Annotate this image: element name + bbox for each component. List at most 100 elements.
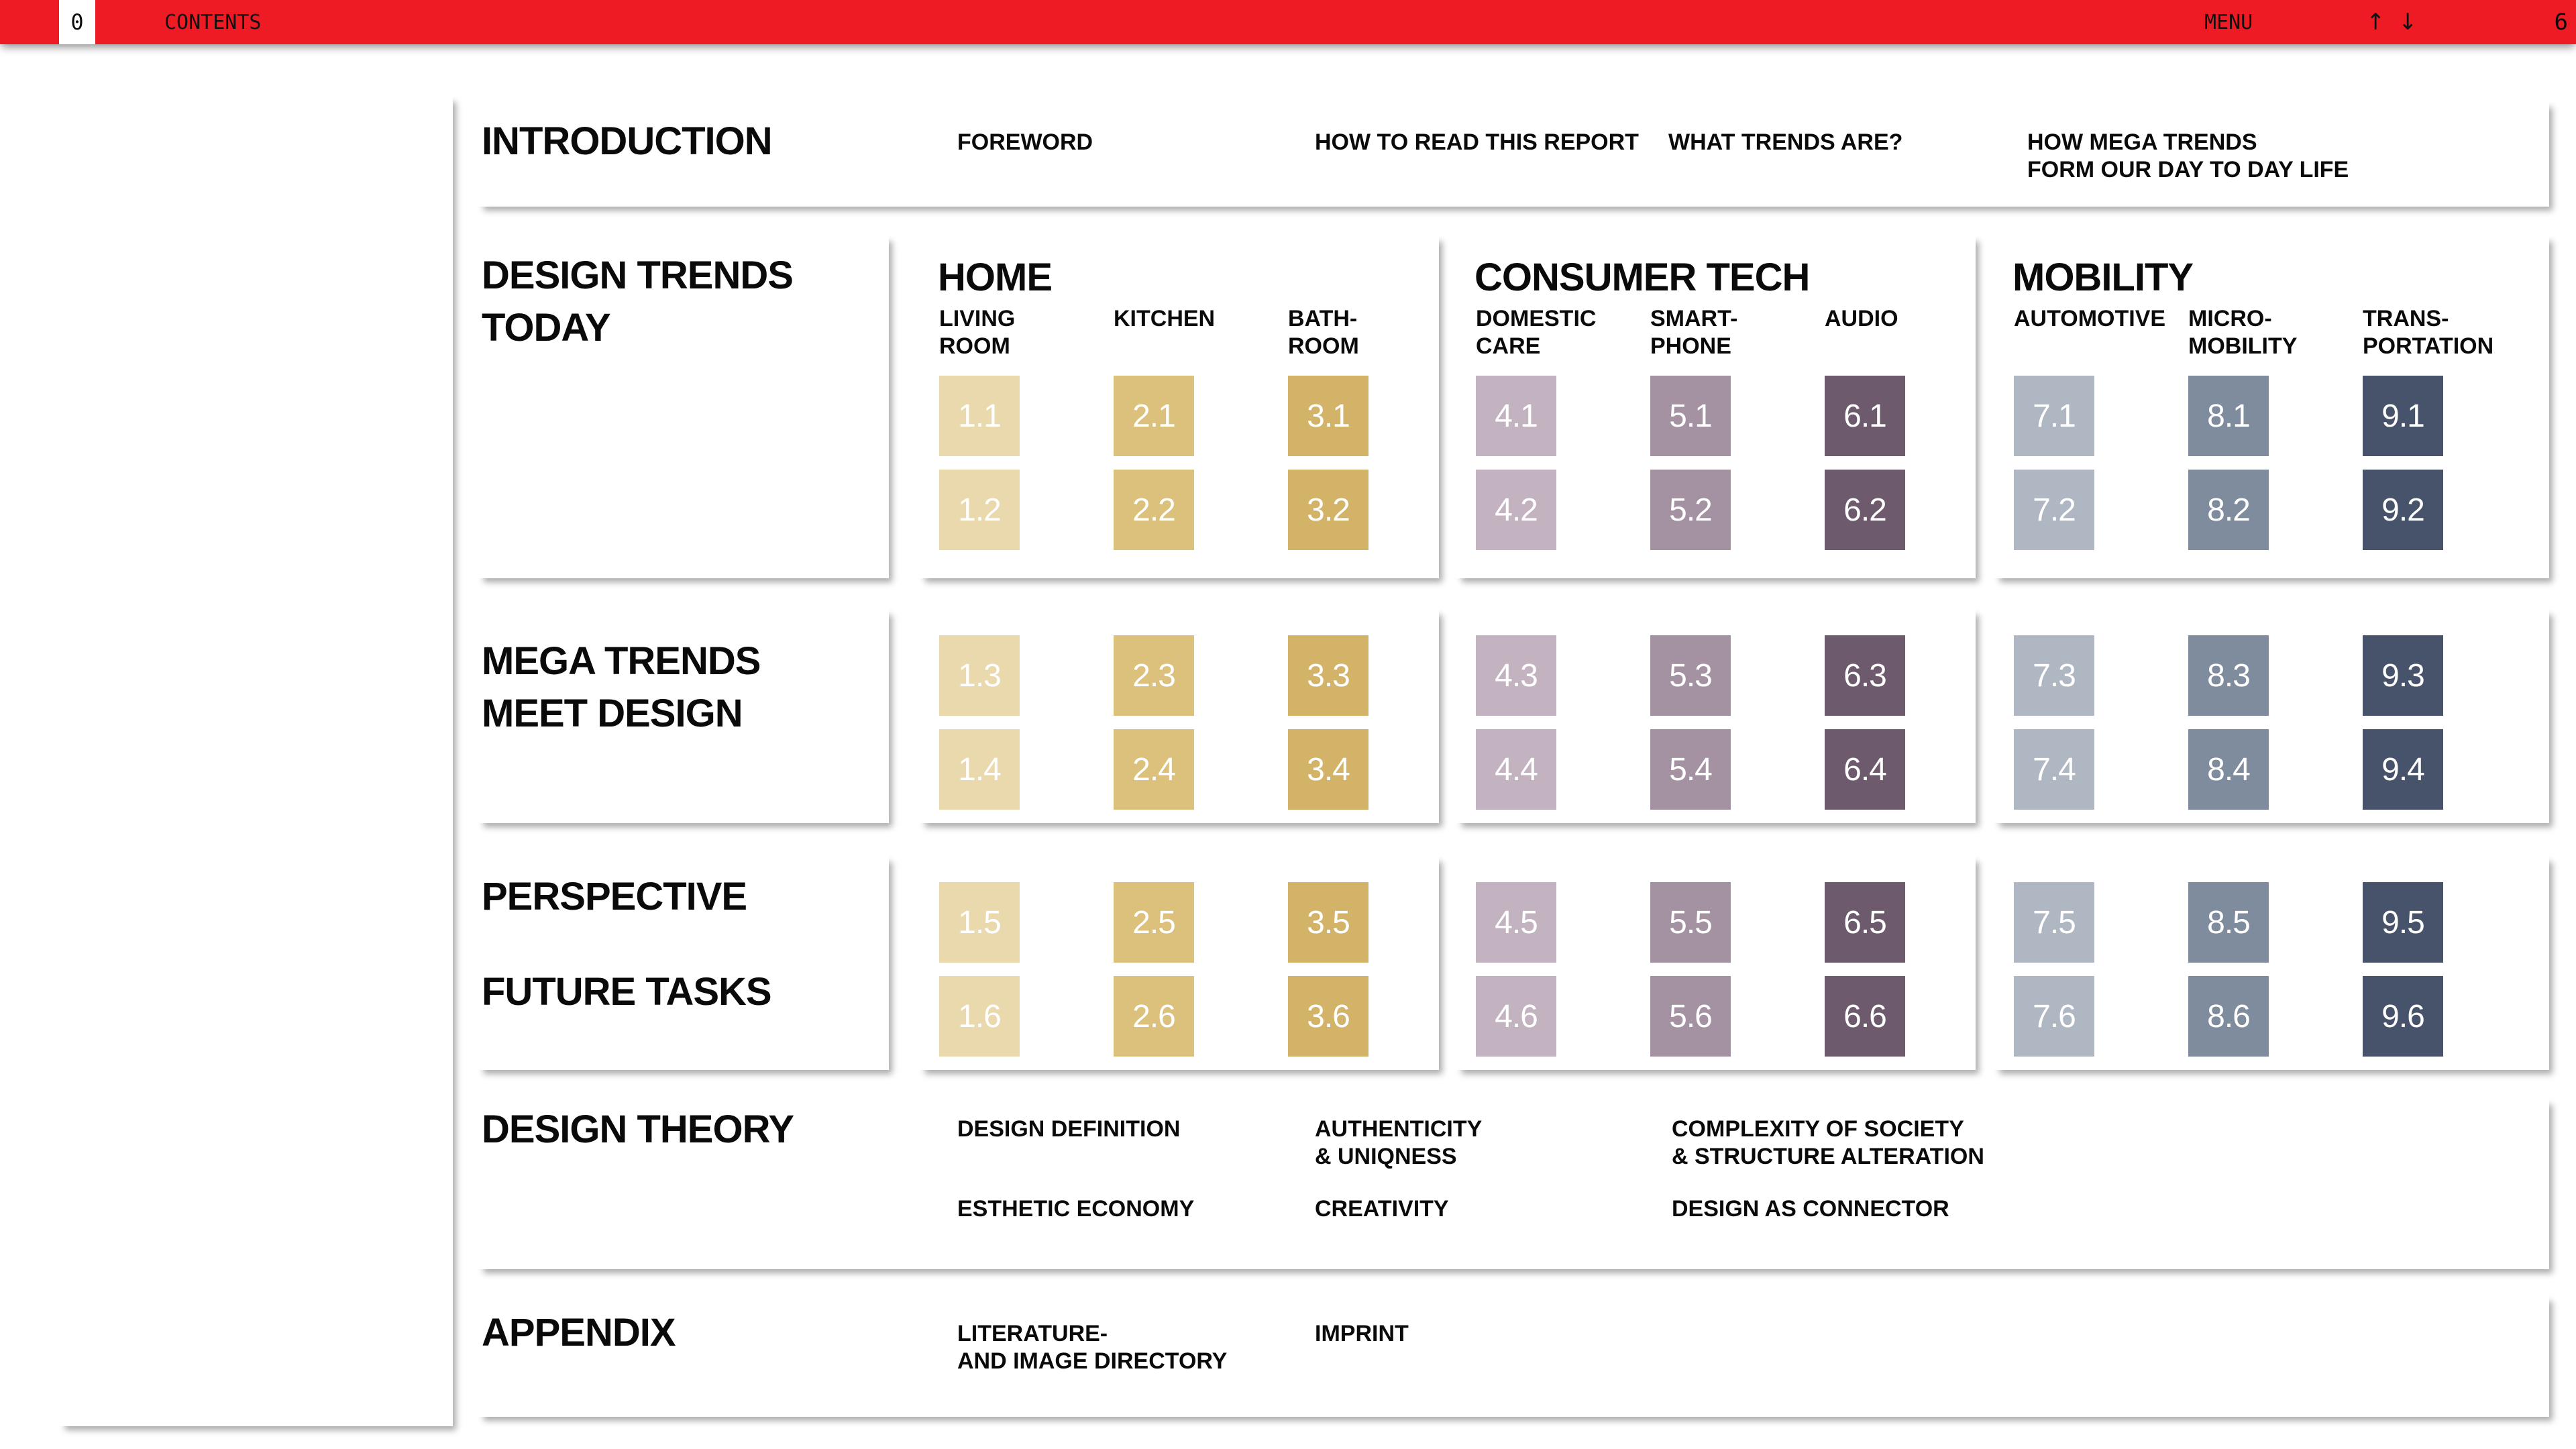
tile-5.2[interactable]: 5.2 [1650,470,1731,550]
tile-5.3[interactable]: 5.3 [1650,635,1731,716]
category-card-home: 1.3 2.3 3.3 1.4 2.4 3.4 [919,608,1439,823]
tile-6.5[interactable]: 6.5 [1825,882,1905,963]
theory-item-complexity-structure[interactable]: COMPLEXITY OF SOCIETY & STRUCTURE ALTERA… [1672,1116,1984,1169]
intro-item-mega-trends-life[interactable]: HOW MEGA TRENDS FORM OUR DAY TO DAY LIFE [2027,129,2349,182]
category-title: MOBILITY [2012,256,2194,299]
category-card-consumer-tech: CONSUMER TECH DOMESTIC CARE SMART- PHONE AU… [1456,235,1976,578]
section-design-theory: DESIGN THEORY DESIGN DEFINITION AUTHENTI… [478,1098,2549,1269]
tile-8.3[interactable]: 8.3 [2188,635,2269,716]
tile-2.5[interactable]: 2.5 [1114,882,1194,963]
column-label: TRANS- PORTATION [2363,306,2494,359]
category-card-mobility: 7.3 8.3 9.3 7.4 8.4 9.4 [1994,608,2549,823]
section-title: APPENDIX [482,1311,676,1354]
chapter-number-badge: 0 [59,0,95,44]
section-perspective-future-tasks: PERSPECTIVE FUTURE TASKS [478,855,889,1070]
tile-3.1[interactable]: 3.1 [1288,376,1368,456]
section-introduction: INTRODUCTION FOREWORD HOW TO READ THIS R… [478,101,2549,207]
tile-8.5[interactable]: 8.5 [2188,882,2269,963]
tile-3.2[interactable]: 3.2 [1288,470,1368,550]
section-design-trends-today: DESIGN TRENDS TODAY [478,235,889,578]
tile-2.4[interactable]: 2.4 [1114,729,1194,810]
arrow-down-icon[interactable]: ↓ [2398,9,2418,36]
tile-1.3[interactable]: 1.3 [939,635,1020,716]
theory-item-esthetic-economy[interactable]: ESTHETIC ECONOMY [957,1196,1195,1222]
tile-3.3[interactable]: 3.3 [1288,635,1368,716]
theory-item-creativity[interactable]: CREATIVITY [1315,1196,1449,1222]
tile-5.6[interactable]: 5.6 [1650,976,1731,1057]
tile-9.1[interactable]: 9.1 [2363,376,2443,456]
category-title: CONSUMER TECH [1474,256,1810,299]
tile-6.6[interactable]: 6.6 [1825,976,1905,1057]
column-label: AUTOMOTIVE [2014,306,2166,331]
section-appendix: APPENDIX LITERATURE- AND IMAGE DIRECTORY… [478,1295,2549,1417]
page-title: CONTENTS [164,10,262,34]
tile-7.6[interactable]: 7.6 [2014,976,2094,1057]
tile-7.5[interactable]: 7.5 [2014,882,2094,963]
column-label: KITCHEN [1114,306,1216,331]
tile-6.3[interactable]: 6.3 [1825,635,1905,716]
category-card-home: HOME LIVING ROOM KITCHEN BATH- ROOM 1.1 2.1 3.… [919,235,1439,578]
theory-item-design-definition[interactable]: DESIGN DEFINITION [957,1116,1181,1142]
column-label: SMART- PHONE [1650,306,1738,359]
tile-1.1[interactable]: 1.1 [939,376,1020,456]
tile-4.1[interactable]: 4.1 [1476,376,1556,456]
section-mega-trends-meet-design: MEGA TRENDS MEET DESIGN [478,608,889,823]
tile-1.4[interactable]: 1.4 [939,729,1020,810]
category-card-mobility: MOBILITY AUTOMOTIVE MICRO- MOBILITY TRANS- … [1994,235,2549,578]
tile-1.2[interactable]: 1.2 [939,470,1020,550]
tile-1.6[interactable]: 1.6 [939,976,1020,1057]
tile-7.3[interactable]: 7.3 [2014,635,2094,716]
tile-2.1[interactable]: 2.1 [1114,376,1194,456]
tile-7.2[interactable]: 7.2 [2014,470,2094,550]
intro-item-what-trends-are[interactable]: WHAT TRENDS ARE? [1668,129,1903,155]
tile-2.3[interactable]: 2.3 [1114,635,1194,716]
tile-5.1[interactable]: 5.1 [1650,376,1731,456]
tile-6.1[interactable]: 6.1 [1825,376,1905,456]
column-label: AUDIO [1825,306,1898,331]
tile-9.5[interactable]: 9.5 [2363,882,2443,963]
tile-9.4[interactable]: 9.4 [2363,729,2443,810]
tile-7.4[interactable]: 7.4 [2014,729,2094,810]
tile-7.1[interactable]: 7.1 [2014,376,2094,456]
tile-8.2[interactable]: 8.2 [2188,470,2269,550]
theory-item-design-as-connector[interactable]: DESIGN AS CONNECTOR [1672,1196,1949,1222]
tile-5.5[interactable]: 5.5 [1650,882,1731,963]
arrow-up-icon[interactable]: ↑ [2366,9,2385,36]
tile-2.2[interactable]: 2.2 [1114,470,1194,550]
intro-item-how-to-read[interactable]: HOW TO READ THIS REPORT [1315,129,1639,155]
tile-4.4[interactable]: 4.4 [1476,729,1556,810]
tile-4.5[interactable]: 4.5 [1476,882,1556,963]
tile-2.6[interactable]: 2.6 [1114,976,1194,1057]
tile-4.2[interactable]: 4.2 [1476,470,1556,550]
tile-8.6[interactable]: 8.6 [2188,976,2269,1057]
intro-item-foreword[interactable]: FOREWORD [957,129,1093,155]
tile-1.5[interactable]: 1.5 [939,882,1020,963]
column-label: BATH- ROOM [1288,306,1359,359]
tile-9.3[interactable]: 9.3 [2363,635,2443,716]
tile-4.3[interactable]: 4.3 [1476,635,1556,716]
tile-4.6[interactable]: 4.6 [1476,976,1556,1057]
header-bar: 0 CONTENTS MENU ↑ ↓ 6 [0,0,2576,44]
tile-6.2[interactable]: 6.2 [1825,470,1905,550]
tile-3.4[interactable]: 3.4 [1288,729,1368,810]
category-card-mobility: 7.5 8.5 9.5 7.6 8.6 9.6 [1994,855,2549,1070]
section-title: MEGA TRENDS MEET DESIGN [482,639,761,735]
column-label: MICRO- MOBILITY [2188,306,2298,359]
tile-3.5[interactable]: 3.5 [1288,882,1368,963]
theory-item-authenticity-uniqness[interactable]: AUTHENTICITY & UNIQNESS [1315,1116,1483,1169]
appendix-item-imprint[interactable]: IMPRINT [1315,1321,1409,1346]
tile-6.4[interactable]: 6.4 [1825,729,1905,810]
tile-3.6[interactable]: 3.6 [1288,976,1368,1057]
tile-9.2[interactable]: 9.2 [2363,470,2443,550]
menu-button[interactable]: MENU [2204,10,2253,34]
column-label: DOMESTIC CARE [1476,306,1597,359]
tile-5.4[interactable]: 5.4 [1650,729,1731,810]
tile-9.6[interactable]: 9.6 [2363,976,2443,1057]
tile-8.1[interactable]: 8.1 [2188,376,2269,456]
section-title-perspective: PERSPECTIVE [482,875,747,918]
page-number: 6 [2554,9,2568,36]
tile-8.4[interactable]: 8.4 [2188,729,2269,810]
section-title-future-tasks: FUTURE TASKS [482,970,772,1014]
appendix-item-literature-directory[interactable]: LITERATURE- AND IMAGE DIRECTORY [957,1321,1228,1374]
